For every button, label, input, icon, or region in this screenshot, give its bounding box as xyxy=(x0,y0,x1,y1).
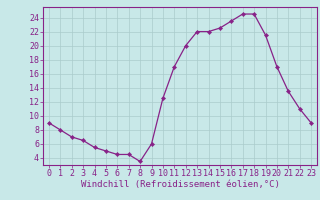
X-axis label: Windchill (Refroidissement éolien,°C): Windchill (Refroidissement éolien,°C) xyxy=(81,180,279,189)
